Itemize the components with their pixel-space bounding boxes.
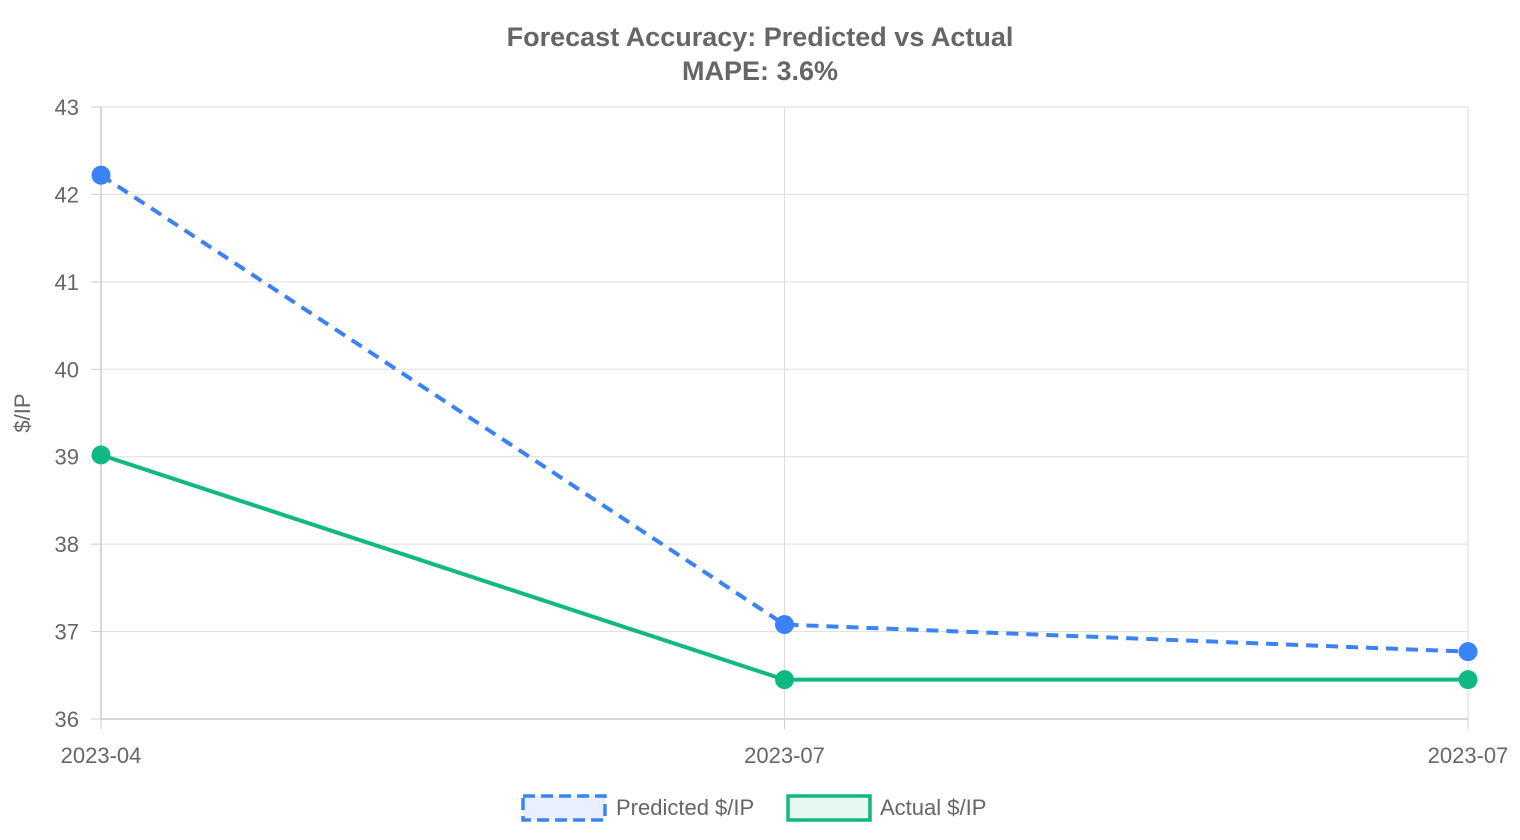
y-tick-label: 36	[55, 707, 79, 732]
grid-layer	[100, 106, 1469, 720]
legend[interactable]: Predicted $/IP Actual $/IP	[521, 794, 986, 822]
data-point-predicted[interactable]	[775, 615, 794, 635]
data-point-actual[interactable]	[91, 445, 111, 465]
chart-subtitle: MAPE: 3.6%	[682, 56, 838, 86]
x-tick-label: 2023-07	[744, 743, 825, 768]
chart-title: Forecast Accuracy: Predicted vs Actual	[507, 22, 1014, 52]
y-tick-label: 43	[55, 95, 79, 120]
x-tick-label: 2023-07	[1428, 743, 1509, 768]
legend-label: Predicted $/IP	[616, 795, 754, 820]
axis-layer: 36 37 38 39 40 41 42 43 2023-04 2023-07 2023-07	[55, 95, 1509, 768]
legend-swatch	[786, 794, 872, 822]
legend-swatch	[521, 794, 607, 822]
y-tick-label: 42	[55, 182, 79, 207]
series-layer	[91, 165, 1478, 690]
data-point-predicted[interactable]	[1458, 642, 1478, 662]
y-tick-label: 40	[55, 357, 79, 382]
x-tick-label: 2023-04	[61, 743, 142, 768]
y-tick-label: 37	[55, 620, 79, 645]
data-point-actual[interactable]	[1458, 670, 1478, 690]
y-tick-label: 41	[55, 270, 79, 295]
data-point-predicted[interactable]	[91, 165, 111, 185]
y-tick-label: 38	[55, 532, 79, 557]
data-point-actual[interactable]	[775, 670, 794, 690]
y-tick-label: 39	[55, 445, 79, 470]
y-axis-label: $/IP	[10, 393, 35, 432]
legend-label: Actual $/IP	[880, 795, 986, 820]
legend-item-predicted[interactable]: Predicted $/IP	[521, 794, 754, 822]
legend-item-actual[interactable]: Actual $/IP	[786, 794, 986, 822]
